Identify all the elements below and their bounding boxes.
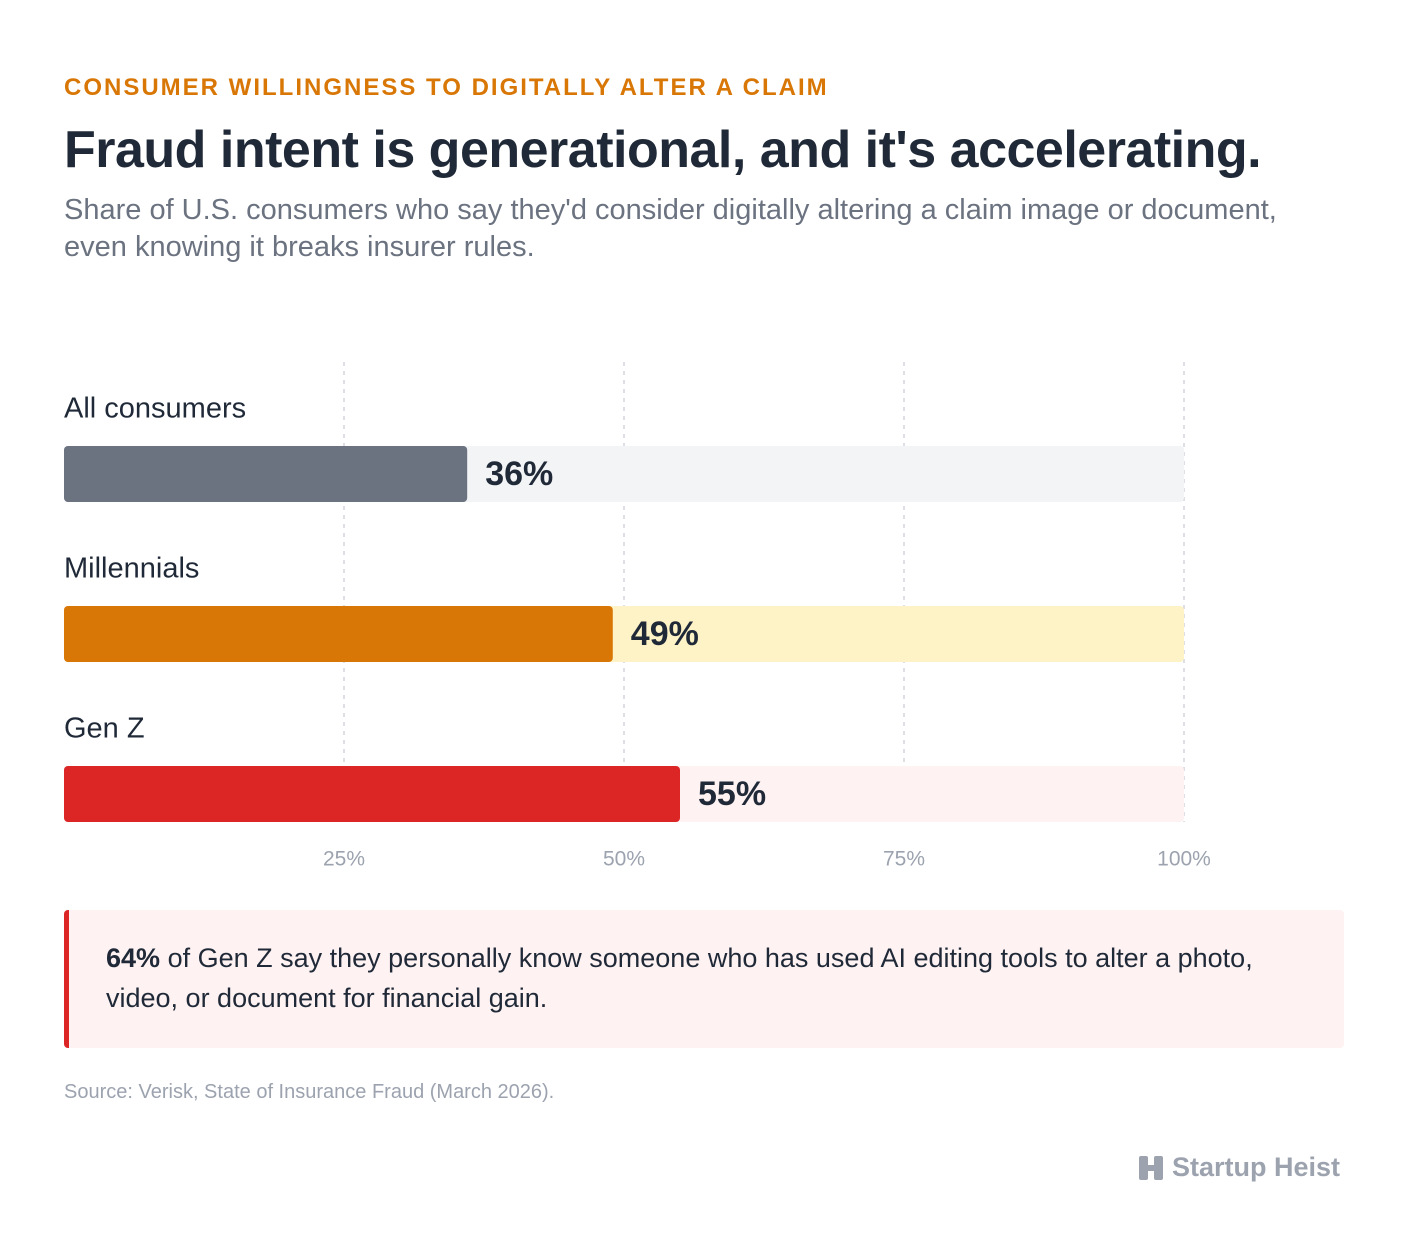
x-tick-label: 75%	[883, 848, 925, 871]
eyebrow: CONSUMER WILLINGNESS TO DIGITALLY ALTER …	[64, 74, 829, 101]
x-tick-label: 25%	[323, 848, 365, 871]
subtitle: Share of U.S. consumers who say they'd c…	[64, 194, 1277, 263]
value-label: 55%	[698, 775, 766, 813]
brand: Startup Heist	[1138, 1152, 1340, 1183]
value-label: 49%	[631, 615, 699, 653]
x-tick-label: 100%	[1157, 848, 1211, 871]
callout-highlight: 64%	[106, 943, 161, 973]
callout-text: of Gen Z say they personally know someon…	[106, 943, 1253, 1013]
source: Source: Verisk, State of Insurance Fraud…	[64, 1081, 555, 1103]
bar	[64, 446, 468, 502]
chart: 25% 50% 75% 100% All consumers 36% Millennials…	[64, 362, 1211, 871]
brand-icon	[1138, 1155, 1163, 1180]
x-tick-label: 50%	[603, 848, 645, 871]
value-label: 36%	[485, 455, 553, 493]
category-label: Gen Z	[64, 713, 145, 745]
chart-title: Fraud intent is generational, and it's a…	[64, 121, 1262, 179]
callout: 64% of Gen Z say they personally know so…	[64, 910, 1344, 1048]
bar	[64, 606, 613, 662]
category-label: Millennials	[64, 553, 199, 585]
bar	[64, 766, 680, 822]
brand-name: Startup Heist	[1171, 1152, 1340, 1182]
category-label: All consumers	[64, 393, 246, 425]
